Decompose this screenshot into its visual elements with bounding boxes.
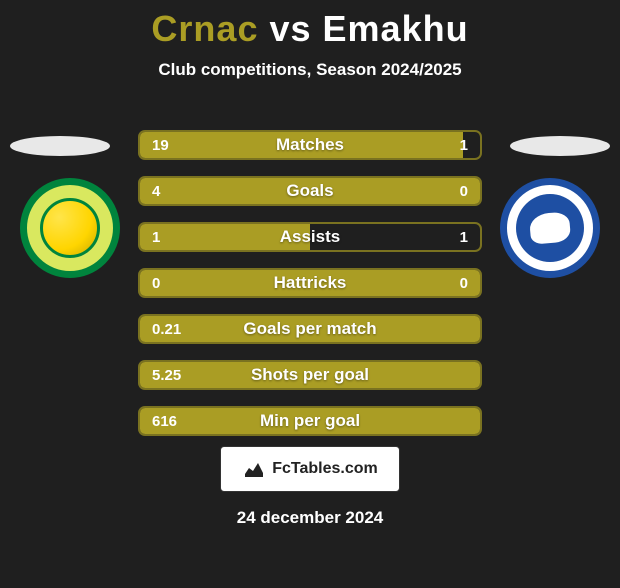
brand-text: FcTables.com (272, 460, 378, 478)
player1-silhouette (10, 136, 110, 156)
bar-right-value: 1 (460, 137, 468, 154)
player1-name: Crnac (151, 8, 258, 49)
bar-label: Assists (140, 227, 480, 247)
page-title: Crnac vs Emakhu (0, 8, 620, 50)
player2-silhouette (510, 136, 610, 156)
bar-right-value: 1 (460, 229, 468, 246)
bar-right-value: 0 (460, 275, 468, 292)
bar-hattricks: 0 Hattricks 0 (138, 268, 482, 298)
bar-shots-per-goal: 5.25 Shots per goal (138, 360, 482, 390)
comparison-bars: 19 Matches 1 4 Goals 0 1 Assists 1 0 Hat… (138, 130, 482, 452)
bar-goals-per-match: 0.21 Goals per match (138, 314, 482, 344)
bar-label: Shots per goal (140, 365, 480, 385)
bar-label: Goals (140, 181, 480, 201)
bar-min-per-goal: 616 Min per goal (138, 406, 482, 436)
lion-icon (529, 211, 571, 244)
bar-label: Matches (140, 135, 480, 155)
bar-label: Hattricks (140, 273, 480, 293)
brand-badge: FcTables.com (220, 446, 400, 492)
chart-icon (242, 457, 266, 481)
bar-label: Goals per match (140, 319, 480, 339)
bar-right-value: 0 (460, 183, 468, 200)
bar-goals: 4 Goals 0 (138, 176, 482, 206)
vs-text: vs (269, 8, 322, 49)
team2-crest (500, 178, 600, 278)
date: 24 december 2024 (0, 508, 620, 528)
team1-crest (20, 178, 120, 278)
bar-label: Min per goal (140, 411, 480, 431)
team2-crest-inner (516, 194, 584, 262)
player2-name: Emakhu (323, 8, 469, 49)
bar-assists: 1 Assists 1 (138, 222, 482, 252)
team1-crest-inner (40, 198, 100, 258)
subtitle: Club competitions, Season 2024/2025 (0, 60, 620, 80)
bar-matches: 19 Matches 1 (138, 130, 482, 160)
